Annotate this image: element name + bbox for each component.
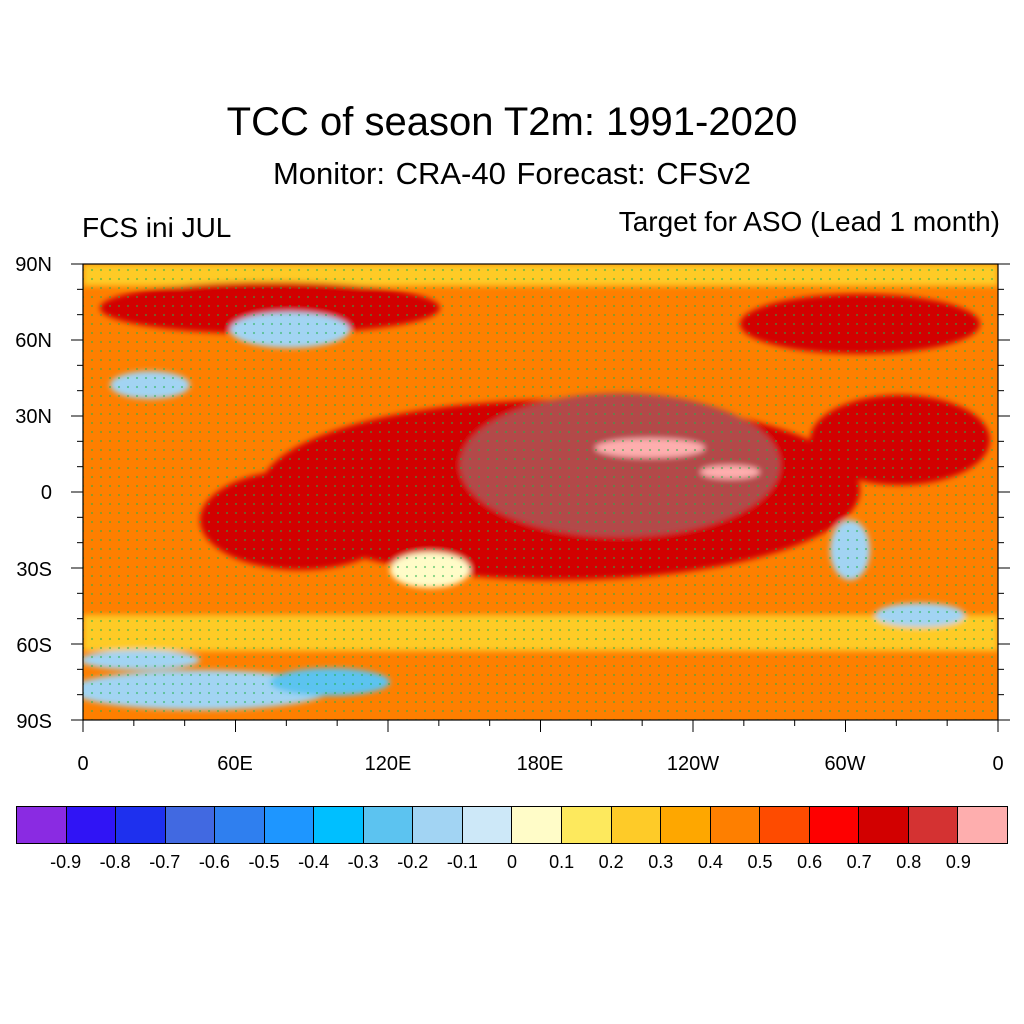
colorbar-swatch xyxy=(908,807,959,843)
colorbar-label: 0.4 xyxy=(697,852,723,872)
lat-label-30N: 30N xyxy=(15,406,52,428)
colorbar-swatch xyxy=(215,807,265,843)
lat-axis xyxy=(71,263,1010,721)
colorbar-swatch xyxy=(661,807,711,843)
colorbar-label: -0.6 xyxy=(198,852,230,872)
colorbar-label: 0.3 xyxy=(648,852,674,872)
colorbar-swatch xyxy=(760,807,810,843)
colorbar-swatch xyxy=(958,807,1007,843)
colorbar-label: 0.7 xyxy=(846,852,872,872)
correlation-map: 90N 60N 30N 0 30S 60S 90S 0 60E 120E 180… xyxy=(15,254,1010,775)
colorbar-label: -0.2 xyxy=(397,852,429,872)
colorbar-swatch xyxy=(363,807,414,843)
colorbar-swatch xyxy=(264,807,315,843)
colorbar-swatch xyxy=(809,807,860,843)
lon-label-60E: 60E xyxy=(217,753,253,775)
lon-labels: 0 60E 120E 180E 120W 60W 0 xyxy=(77,753,1003,775)
colorbar-swatch xyxy=(859,807,909,843)
chart-subtitle: Monitor: CRA-40 Forecast: CFSv2 xyxy=(272,156,752,191)
colorbar-label: 0.8 xyxy=(896,852,922,872)
lat-labels: 90N 60N 30N 0 30S 60S 90S xyxy=(15,254,52,733)
map-field xyxy=(83,264,998,720)
lat-label-30S: 30S xyxy=(16,559,52,581)
lon-label-120W: 120W xyxy=(667,753,719,775)
lat-label-eq: 0 xyxy=(41,482,52,504)
colorbar-label: -0.4 xyxy=(298,852,330,872)
colorbar-swatch xyxy=(116,807,166,843)
lon-label-0-east: 0 xyxy=(992,753,1003,775)
colorbar-swatch xyxy=(462,807,513,843)
colorbar-swatch xyxy=(562,807,612,843)
colorbar-swatch xyxy=(710,807,761,843)
lon-label-0: 0 xyxy=(77,753,88,775)
colorbar-label: 0 xyxy=(506,852,518,872)
colorbar-label: -0.7 xyxy=(149,852,181,872)
colorbar-label: 0.6 xyxy=(797,852,823,872)
chart-title: TCC of season T2m: 1991-2020 xyxy=(226,100,798,144)
colorbar-label: -0.8 xyxy=(99,852,131,872)
lon-axis xyxy=(82,720,999,732)
colorbar-label: 0.1 xyxy=(549,852,575,872)
colorbar-label: -0.9 xyxy=(50,852,82,872)
lat-label-90N: 90N xyxy=(15,254,52,276)
lat-label-90S: 90S xyxy=(16,711,52,733)
colorbar-swatch xyxy=(17,807,67,843)
colorbar-label: 0.9 xyxy=(945,852,971,872)
lon-label-180E: 180E xyxy=(517,753,564,775)
colorbar-label: -0.3 xyxy=(347,852,379,872)
colorbar-label: 0.2 xyxy=(598,852,624,872)
colorbar-swatch xyxy=(611,807,662,843)
colorbar-swatch xyxy=(165,807,216,843)
colorbar-swatch xyxy=(413,807,463,843)
colorbar xyxy=(16,806,1008,844)
colorbar-label: -0.5 xyxy=(248,852,280,872)
init-label: FCS ini JUL xyxy=(82,212,232,243)
colorbar-labels: -0.9 -0.8 -0.7 -0.6 -0.5 -0.4 -0.3 -0.2 -0.1 0 0.1… xyxy=(0,852,1024,876)
target-label: Target for ASO (Lead 1 month) xyxy=(618,206,1000,237)
colorbar-swatch xyxy=(314,807,364,843)
colorbar-label: -0.1 xyxy=(446,852,478,872)
lon-label-60W: 60W xyxy=(824,753,865,775)
colorbar-label: 0.5 xyxy=(747,852,773,872)
colorbar-swatch xyxy=(66,807,117,843)
colorbar-swatch xyxy=(512,807,563,843)
lat-label-60S: 60S xyxy=(16,635,52,657)
lon-label-120E: 120E xyxy=(365,753,412,775)
significance-stipple xyxy=(83,264,998,720)
lat-label-60N: 60N xyxy=(15,330,52,352)
